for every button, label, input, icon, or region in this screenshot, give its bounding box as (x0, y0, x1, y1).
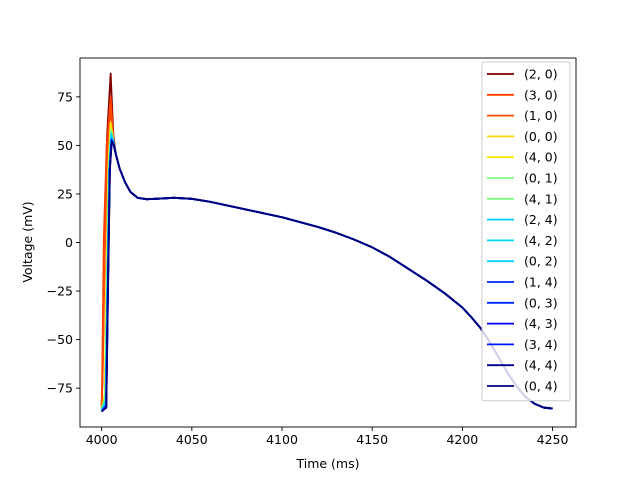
y-tick-label: 0 (65, 235, 73, 250)
legend-label: (4, 0) (524, 150, 558, 165)
y-tick-label: 75 (57, 89, 73, 104)
x-tick-label: 4100 (266, 432, 298, 447)
y-tick-label: −75 (47, 381, 73, 396)
y-tick-label: −25 (47, 284, 73, 299)
legend-label: (4, 1) (524, 191, 558, 206)
y-tick-label: 50 (57, 138, 73, 153)
x-axis: 4000 4050 4100 4150 4200 4250 (86, 427, 569, 447)
legend-label: (3, 4) (524, 337, 558, 352)
y-tick-label: −50 (47, 332, 73, 347)
legend-label: (4, 3) (524, 316, 558, 331)
legend-label: (0, 3) (524, 295, 558, 310)
legend-label: (0, 0) (524, 129, 558, 144)
y-tick-label: 25 (57, 186, 73, 201)
legend-label: (4, 2) (524, 233, 558, 248)
legend-label: (1, 0) (524, 108, 558, 123)
legend-label: (2, 0) (524, 67, 558, 82)
legend-label: (1, 4) (524, 275, 558, 290)
x-tick-label: 4000 (86, 432, 118, 447)
legend-label: (0, 2) (524, 254, 558, 269)
legend-label: (2, 4) (524, 212, 558, 227)
x-tick-label: 4150 (356, 432, 388, 447)
legend-label: (3, 0) (524, 87, 558, 102)
x-tick-label: 4200 (446, 432, 478, 447)
legend-label: (4, 4) (524, 358, 558, 373)
legend: (2, 0) (3, 0) (1, 0) (0, 0) (4, 0) (0, 1) (4, … (481, 61, 571, 402)
legend-label: (0, 4) (524, 379, 558, 394)
y-axis-label: Voltage (mV) (20, 201, 35, 282)
x-tick-label: 4050 (176, 432, 208, 447)
y-axis: −75 −50 −25 0 25 50 75 (47, 89, 80, 396)
x-axis-label: Time (ms) (295, 456, 359, 471)
legend-label: (0, 1) (524, 171, 558, 186)
legend-box (481, 61, 571, 402)
x-tick-label: 4250 (537, 432, 569, 447)
